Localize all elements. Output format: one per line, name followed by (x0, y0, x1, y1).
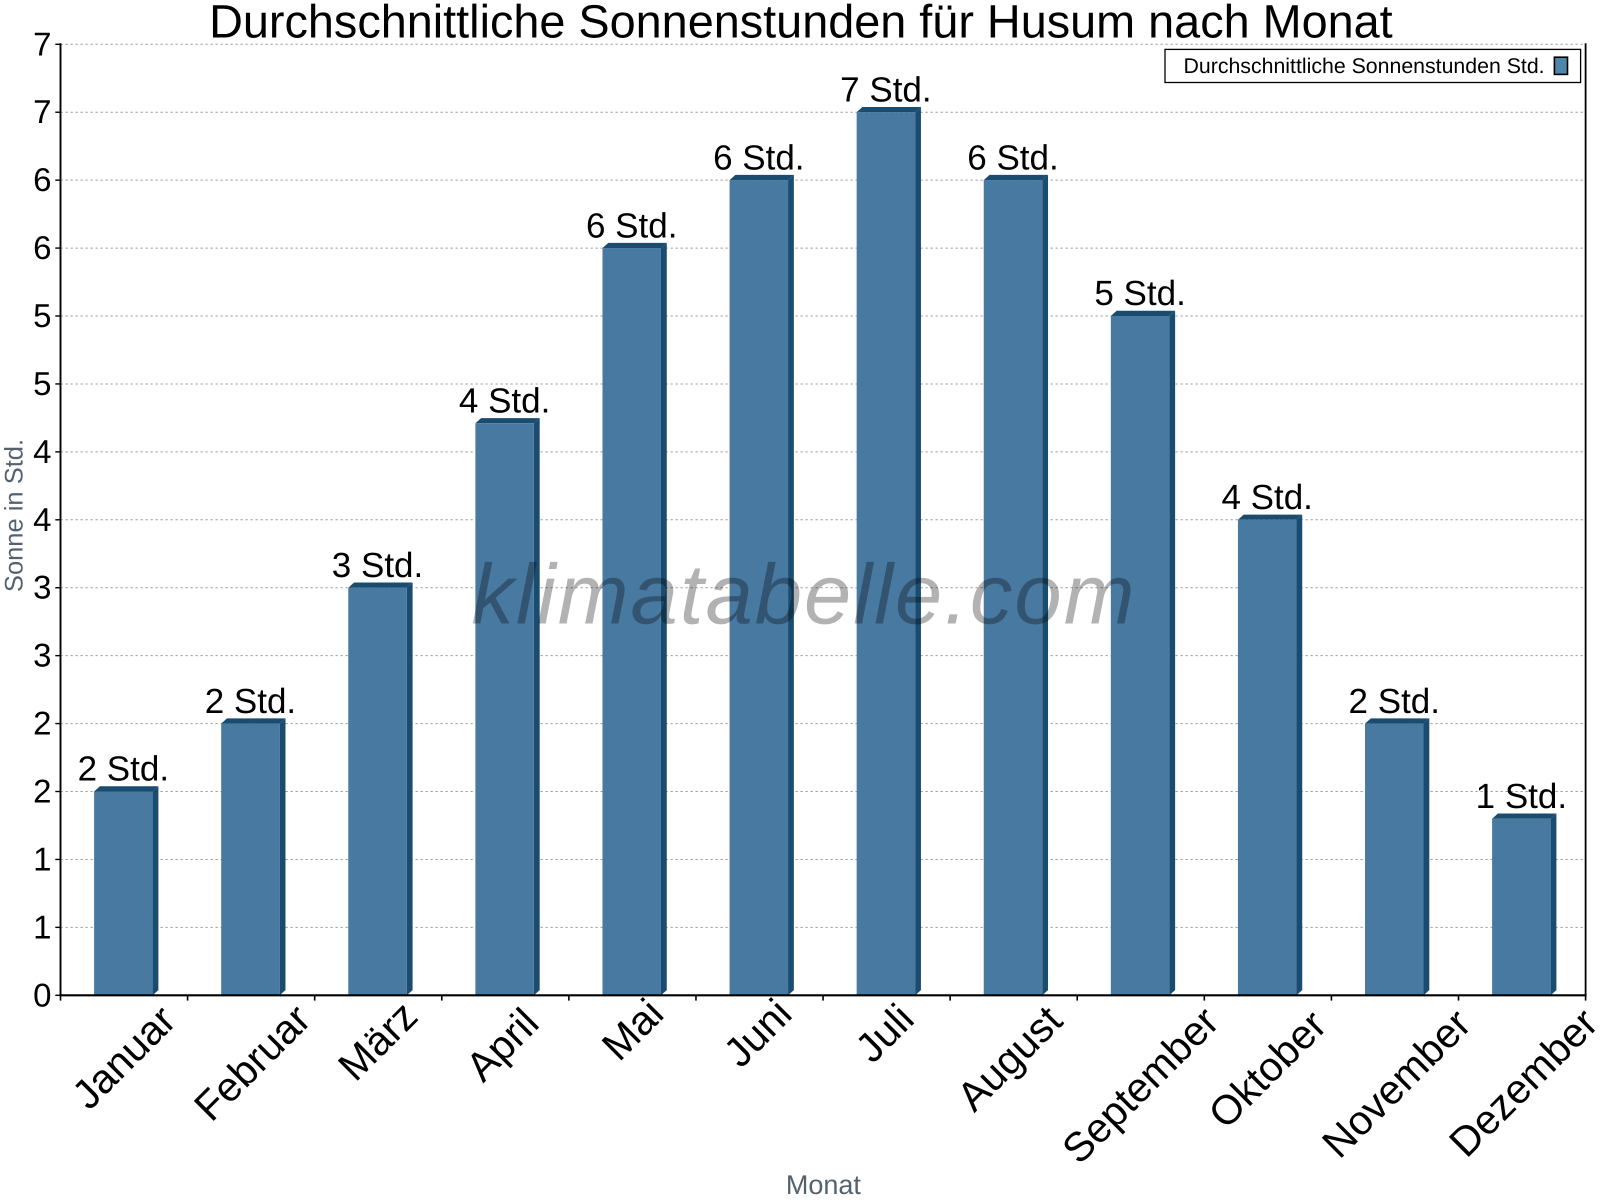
svg-text:6 Std.: 6 Std. (967, 138, 1058, 177)
svg-text:1: 1 (33, 908, 51, 945)
svg-text:Durchschnittliche Sonnenstunde: Durchschnittliche Sonnenstunden für Husu… (209, 0, 1393, 48)
svg-text:Durchschnittliche Sonnenstunde: Durchschnittliche Sonnenstunden Std. (1184, 54, 1545, 78)
svg-text:3 Std.: 3 Std. (332, 546, 423, 585)
svg-text:0: 0 (33, 976, 51, 1013)
svg-text:3: 3 (33, 569, 51, 606)
svg-text:6: 6 (33, 161, 51, 198)
svg-text:4: 4 (33, 501, 51, 538)
svg-text:3: 3 (33, 637, 51, 674)
svg-text:6: 6 (33, 229, 51, 266)
svg-text:2: 2 (33, 705, 51, 742)
svg-text:6 Std.: 6 Std. (586, 206, 677, 245)
svg-text:1 Std.: 1 Std. (1476, 777, 1567, 816)
svg-text:6 Std.: 6 Std. (713, 138, 804, 177)
svg-text:5: 5 (33, 365, 51, 402)
svg-text:7 Std.: 7 Std. (840, 70, 931, 109)
svg-text:2 Std.: 2 Std. (205, 682, 296, 721)
svg-text:2: 2 (33, 773, 51, 810)
svg-text:2 Std.: 2 Std. (1349, 682, 1440, 721)
svg-text:4: 4 (33, 433, 51, 470)
svg-text:4 Std.: 4 Std. (459, 382, 550, 421)
svg-text:4 Std.: 4 Std. (1221, 478, 1312, 517)
svg-text:7: 7 (33, 25, 51, 62)
svg-text:7: 7 (33, 93, 51, 130)
svg-text:klimatabelle.com: klimatabelle.com (471, 548, 1136, 643)
svg-text:Monat: Monat (786, 1170, 862, 1200)
svg-text:Sonne in Std.: Sonne in Std. (1, 439, 29, 592)
svg-text:5 Std.: 5 Std. (1094, 274, 1185, 313)
svg-text:5: 5 (33, 297, 51, 334)
svg-text:1: 1 (33, 840, 51, 877)
svg-text:2 Std.: 2 Std. (78, 750, 169, 789)
